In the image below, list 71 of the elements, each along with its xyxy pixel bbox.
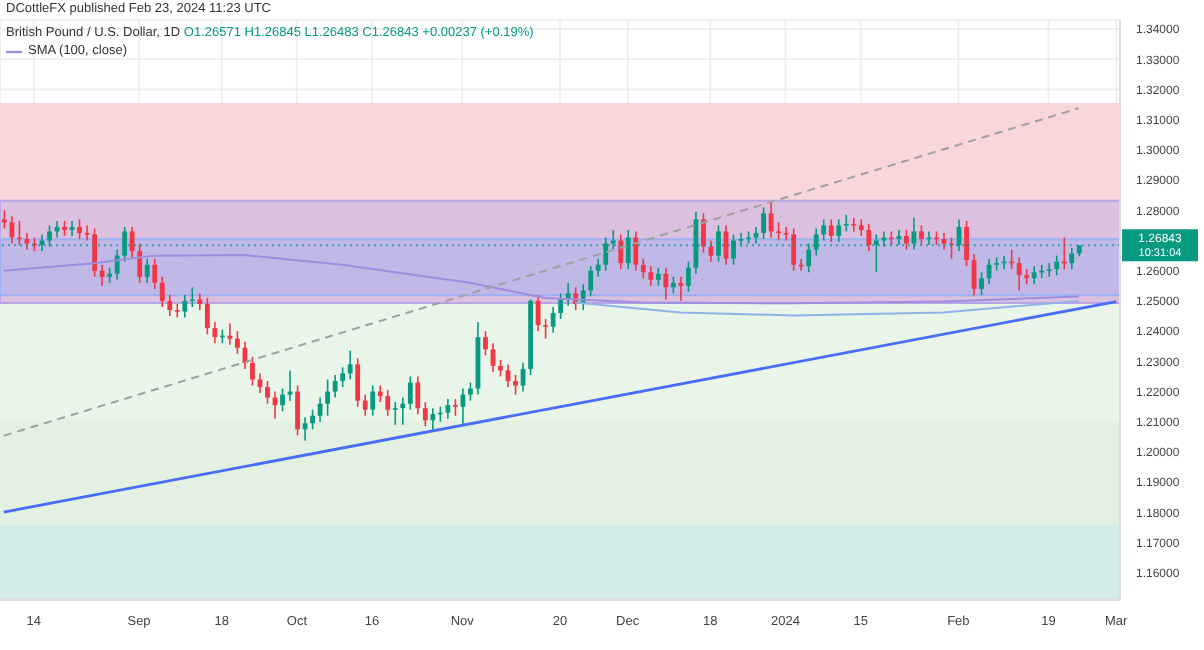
candlestick [325, 378, 331, 417]
candlestick [370, 384, 376, 417]
candlestick [114, 248, 120, 281]
candlestick [280, 387, 285, 412]
candlestick [144, 257, 150, 284]
candlestick [174, 303, 180, 319]
candlestick [407, 375, 413, 411]
candlestick [558, 292, 564, 320]
candlestick [445, 398, 451, 420]
candlestick [655, 266, 661, 287]
candlestick [904, 229, 909, 251]
candlestick [430, 407, 436, 432]
candlestick [979, 271, 984, 296]
candlestick [332, 374, 338, 399]
candlestick [483, 330, 488, 357]
candlestick [768, 201, 774, 239]
candlestick [851, 217, 857, 233]
candlestick [340, 366, 346, 388]
candlestick [919, 224, 924, 246]
candlestick [77, 218, 82, 240]
candlestick [686, 260, 691, 293]
candlestick [189, 286, 195, 308]
candlestick [663, 266, 669, 301]
candlestick [701, 212, 706, 254]
candlestick [347, 349, 353, 381]
candlestick [92, 227, 97, 278]
candlestick [2, 209, 7, 230]
candlestick [310, 408, 315, 431]
candlestick [648, 265, 654, 287]
candlestick [1054, 254, 1060, 277]
candlestick [543, 318, 549, 340]
candlestick [422, 401, 428, 428]
candlestick [618, 233, 624, 271]
candlestick [513, 374, 518, 396]
candlestick [791, 227, 797, 272]
candlestick [640, 257, 646, 280]
candlestick [250, 356, 255, 387]
candlestick [550, 306, 556, 334]
candlestick [392, 401, 398, 426]
candlestick [828, 218, 834, 243]
candlestick [415, 375, 421, 416]
candlestick [295, 384, 300, 437]
candlestick [400, 396, 406, 426]
candlestick [866, 223, 872, 252]
candlestick [99, 263, 105, 287]
candlestick [633, 230, 639, 272]
candlestick [588, 265, 594, 298]
candlestick [265, 380, 270, 405]
candlestick [776, 221, 782, 242]
candlestick [836, 218, 842, 243]
candlestick [964, 220, 969, 267]
candlestick [1046, 262, 1052, 278]
candlestick [204, 297, 210, 335]
candlestick [1016, 256, 1022, 292]
candlestick [385, 389, 391, 417]
candlestick [159, 275, 165, 308]
candlestick [843, 214, 849, 233]
candlestick [595, 257, 601, 278]
candlestick [1031, 265, 1037, 286]
candlestick [317, 396, 323, 423]
candlestick [152, 257, 158, 290]
candlestick [212, 321, 218, 345]
candlestick [468, 381, 473, 402]
candlestick [355, 357, 361, 408]
candlestick [235, 330, 240, 355]
candlestick [129, 226, 135, 258]
candlestick [761, 206, 766, 240]
candlestick [362, 393, 368, 417]
candlestick [137, 242, 143, 284]
candlestick [182, 294, 188, 319]
candlestick [167, 294, 173, 317]
